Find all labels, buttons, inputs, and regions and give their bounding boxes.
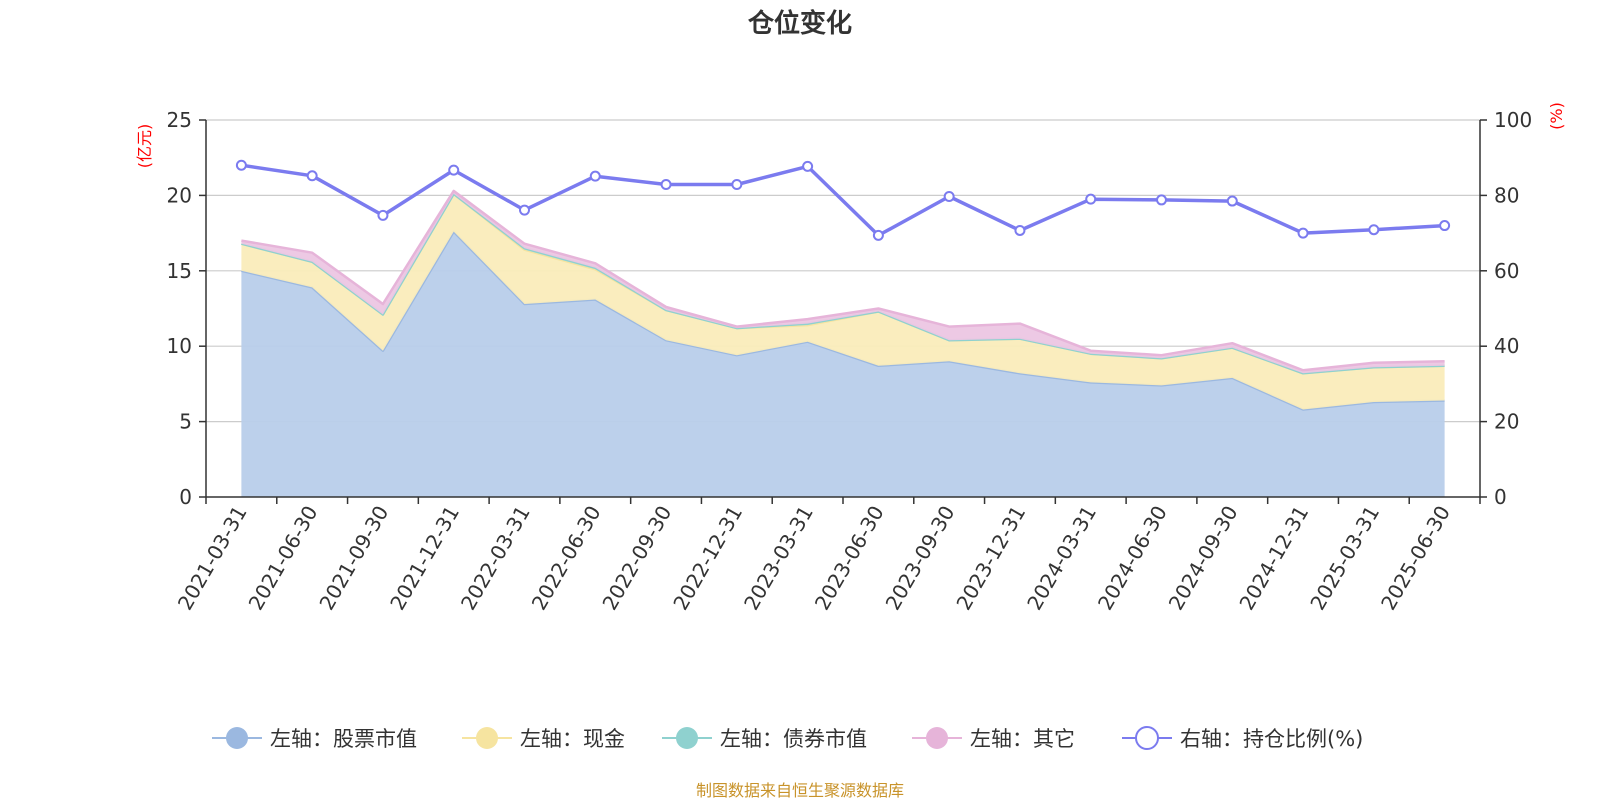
left-axis-tick-label: 5 (179, 410, 192, 434)
right-axis-tick-label: 60 (1494, 259, 1519, 283)
ratio-point (1439, 220, 1451, 232)
x-axis-label: 2025-03-31 (1305, 502, 1384, 615)
legend-marker-dot (476, 727, 498, 749)
ratio-point (589, 170, 601, 182)
ratio-point (1156, 194, 1167, 206)
area-2-fill (241, 193, 1445, 410)
right-axis-tick-label: 20 (1494, 410, 1519, 434)
ratio-point (235, 159, 247, 171)
right-axis-tick-label: 0 (1494, 485, 1507, 509)
chart-title: 仓位变化 (747, 8, 852, 39)
x-axis-label: 2022-03-31 (456, 502, 535, 615)
ratio-point (519, 204, 530, 216)
legend-label: 左轴：股票市值 (270, 727, 417, 751)
data-source-note: 制图数据来自恒生聚源数据库 (696, 781, 904, 800)
x-axis-label: 2024-09-30 (1164, 502, 1243, 615)
right-axis-tick-label: 100 (1494, 108, 1532, 132)
legend-marker-dot (926, 727, 948, 749)
x-axis-label: 2021-06-30 (244, 502, 323, 615)
x-axis-label: 2022-12-31 (668, 502, 747, 615)
ratio-line (241, 163, 1445, 238)
area-4-edge (241, 189, 1445, 372)
ratio-point (802, 160, 814, 172)
legend-marker-dot (226, 727, 248, 749)
stacked-areas (241, 189, 1445, 497)
ratio-point (872, 229, 884, 241)
legend: 左轴：股票市值 左轴：现金 左轴：债券市值 左轴：其它 右轴：持仓比例(%) (212, 726, 1363, 751)
ratio-point (1226, 195, 1238, 207)
legend-label: 右轴：持仓比例(%) (1180, 727, 1363, 751)
x-axis-label: 2021-03-31 (173, 502, 252, 615)
ratio-point (306, 170, 318, 182)
x-axis-label: 2021-09-30 (314, 502, 393, 615)
x-axis-label: 2023-06-30 (810, 502, 889, 615)
ratio-point (1297, 227, 1309, 239)
ratio-point (731, 178, 743, 190)
left-axis-tick-label: 20 (167, 183, 192, 207)
x-axis-label: 2022-06-30 (527, 502, 606, 615)
x-axis-label: 2023-12-31 (951, 502, 1030, 615)
right-axis-tick-label: 80 (1494, 183, 1519, 207)
x-axis-label: 2023-09-30 (881, 502, 960, 615)
legend-marker-dot (676, 727, 698, 749)
x-axis-label: 2024-12-31 (1234, 502, 1313, 615)
ratio-point (377, 209, 389, 221)
right-axis-unit: (%) (1547, 102, 1566, 130)
legend-marker-circle (1135, 726, 1159, 750)
x-axis-label: 2021-12-31 (385, 502, 464, 615)
left-axis-tick-label: 0 (179, 485, 192, 509)
ratio-point (660, 178, 672, 190)
ratio-point (1368, 224, 1380, 236)
right-axis-tick-label: 40 (1494, 334, 1519, 358)
left-axis-tick-label: 10 (167, 334, 192, 358)
ratio-point (943, 191, 955, 203)
left-axis-tick-label: 25 (167, 108, 192, 132)
x-axis-label: 2024-03-31 (1022, 502, 1101, 615)
left-axis-unit: (亿元) (135, 124, 154, 169)
ratio-point (448, 164, 460, 176)
x-axis-label: 2023-03-31 (739, 502, 818, 615)
legend-label: 左轴：其它 (970, 727, 1075, 751)
area-1-fill (241, 231, 1445, 497)
legend-label: 左轴：现金 (520, 727, 625, 751)
x-axis-label: 2022-09-30 (597, 502, 676, 615)
ratio-point (1014, 224, 1026, 236)
legend-label: 左轴：债券市值 (720, 727, 867, 751)
ratio-point (1085, 193, 1097, 205)
x-axis-label: 2024-06-30 (1093, 502, 1172, 615)
ratio-line-layer (235, 159, 1451, 241)
x-axis-label: 2025-06-30 (1376, 502, 1455, 615)
left-axis-tick-label: 15 (167, 259, 192, 283)
